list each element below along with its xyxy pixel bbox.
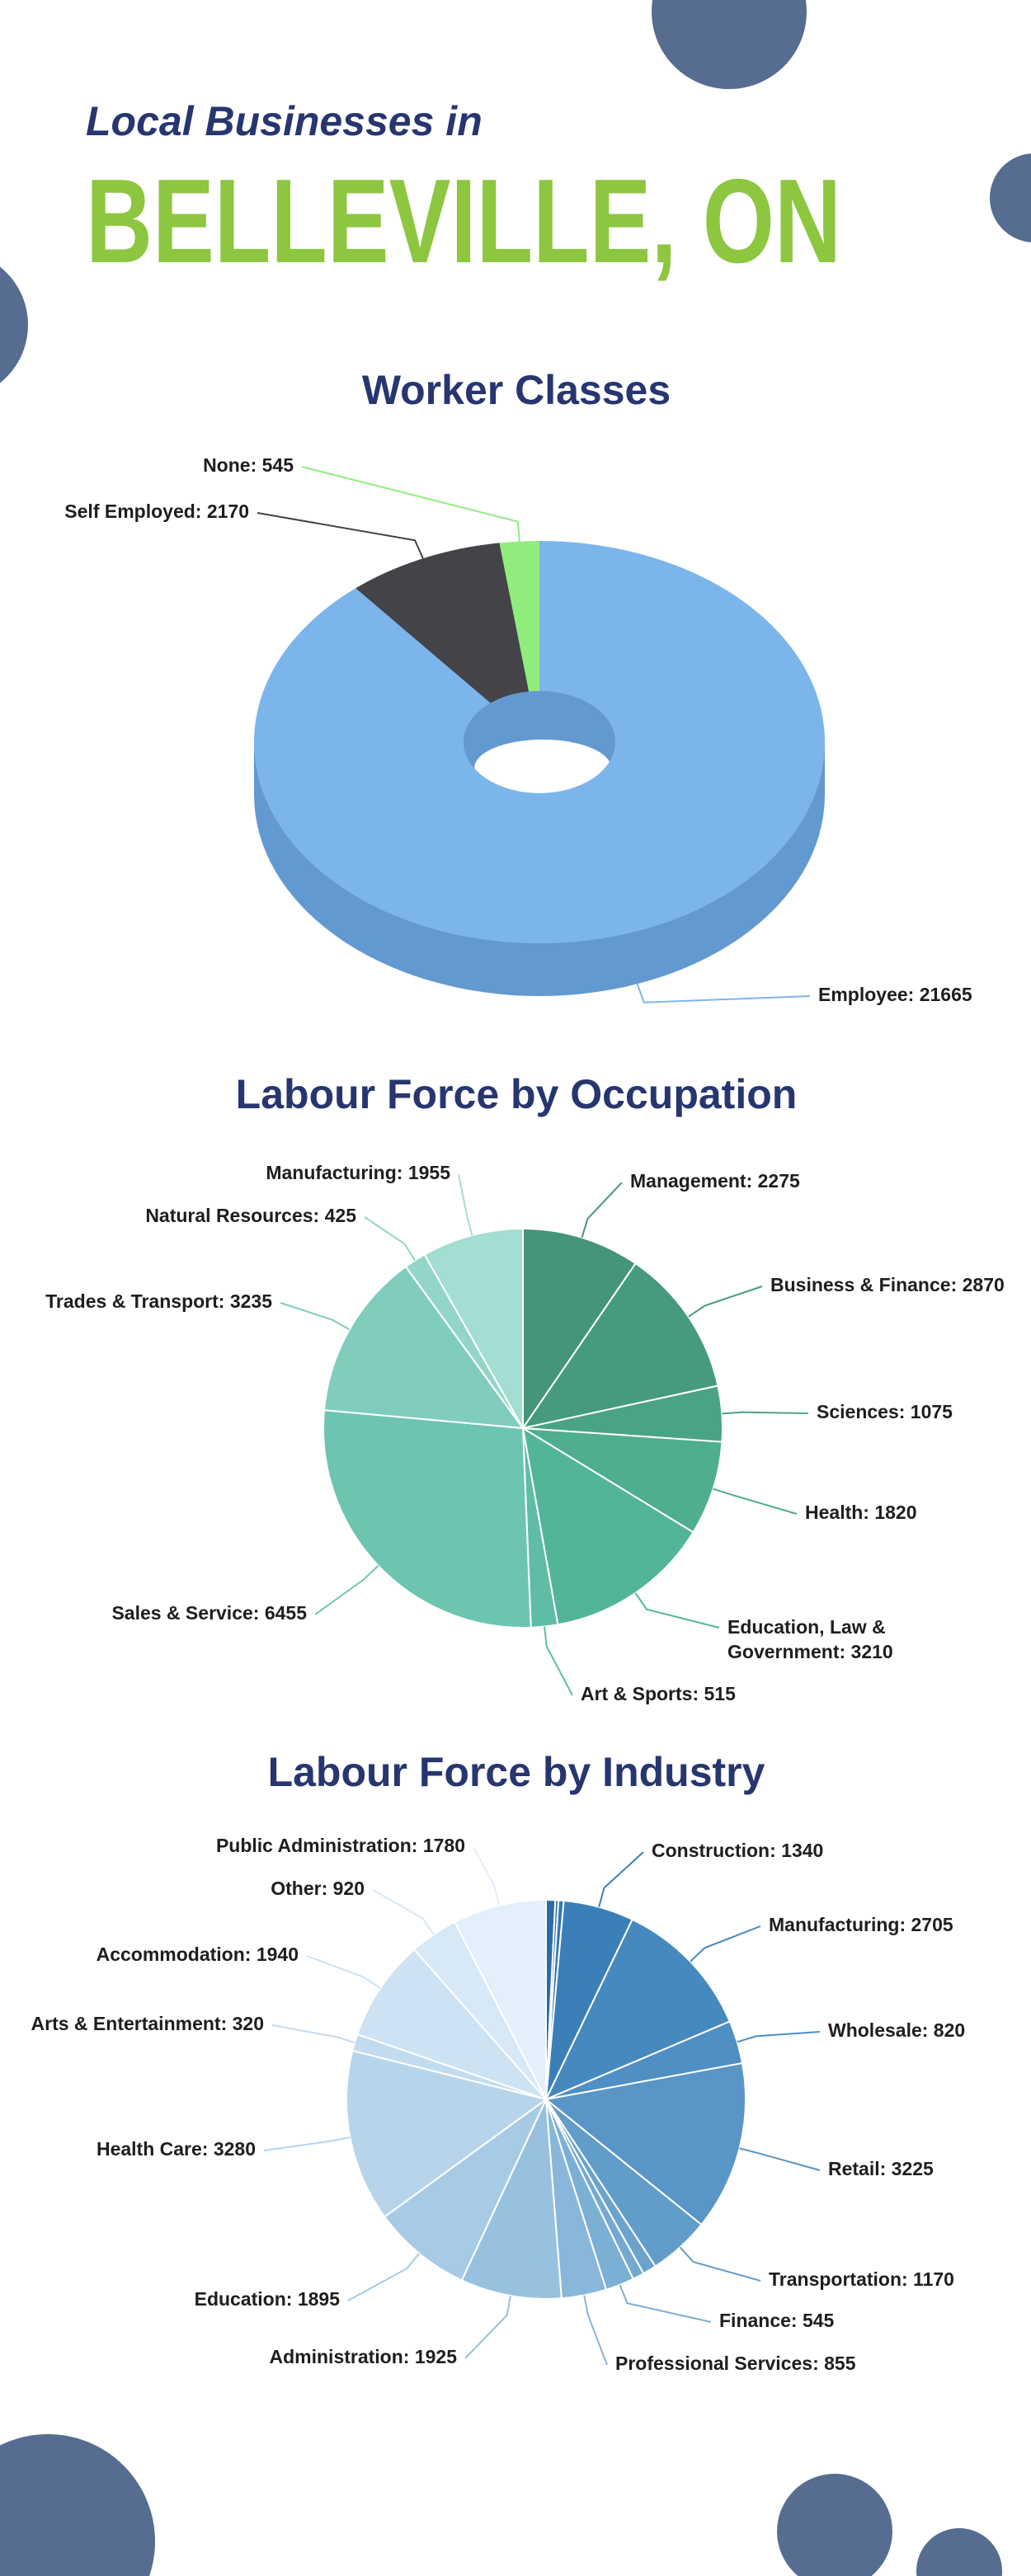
deco-circle [916, 2528, 1002, 2576]
title: BELLEVILLE, ON [86, 154, 841, 288]
pie-slice [522, 1427, 723, 1534]
deco-circle [0, 2434, 155, 2576]
leader-line [314, 1565, 379, 1615]
chart: Labour Force by Industry Construction: 13… [31, 1749, 966, 2374]
subtitle: Local Businesses in [86, 98, 483, 144]
leader-line [458, 1173, 473, 1236]
slice-label: Construction: 1340 [652, 1840, 823, 1861]
slice-label: Retail: 3225 [828, 2158, 934, 2179]
leader-line [690, 1925, 761, 1963]
slice-label: Manufacturing: 1955 [266, 1162, 450, 1183]
slice-label: Arts & Entertainment: 320 [31, 2013, 264, 2034]
pie-slice [521, 1426, 694, 1626]
leader-line [263, 2136, 351, 2151]
pie-slice [520, 1262, 719, 1430]
leader-line [636, 983, 811, 1004]
pie-slice [453, 1898, 547, 2100]
slice-label: Manufacturing: 2705 [769, 1914, 953, 1935]
donut-slice [254, 541, 825, 943]
leader-line [347, 2253, 420, 2301]
leader-line [581, 1182, 623, 1239]
donut-slice [355, 543, 530, 703]
leader-line [713, 1488, 798, 1515]
slice-label: Education: 1895 [195, 2288, 341, 2310]
pie-slice [460, 2096, 563, 2300]
leader-line [306, 1955, 381, 1989]
pie-slice [322, 1409, 532, 1629]
slice-label: Health: 1820 [805, 1502, 917, 1523]
slice-label: Sciences: 1075 [817, 1401, 953, 1422]
slice-label: Administration: 1925 [270, 2346, 458, 2367]
slice-label: Health Care: 3280 [97, 2138, 256, 2160]
leader-line [739, 2147, 821, 2171]
leader-line [257, 512, 424, 559]
leader-line [722, 1411, 809, 1415]
leader-line [619, 2284, 712, 2323]
slice-label: None: 545 [203, 454, 294, 476]
pie-slice [322, 1265, 525, 1430]
leader-line [544, 1626, 573, 1696]
slice-label: Transportation: 1170 [769, 2268, 954, 2290]
deco-circle [652, 0, 807, 89]
slice-label: Finance: 545 [719, 2310, 835, 2331]
slice-label: Self Employed: 2170 [64, 501, 249, 522]
leader-line [737, 2031, 821, 2043]
deco-circle [777, 2474, 892, 2576]
slice-label: Business & Finance: 2870 [770, 1274, 1005, 1295]
deco-circle [0, 266, 28, 383]
deco-circle [990, 153, 1031, 242]
slice-label: Public Administration: 1780 [216, 1835, 465, 1856]
leader-line [583, 2295, 608, 2366]
leader-line [364, 1216, 416, 1261]
slice-label: Sales & Service: 6455 [111, 1602, 307, 1624]
slice-label: Professional Services: 855 [615, 2353, 856, 2374]
slice-label: Education, Law & Government: 3210 [727, 1616, 893, 1662]
chart-title: Labour Force by Occupation [236, 1071, 798, 1117]
chart: Labour Force by Occupation Management: 22… [45, 1071, 1005, 1704]
pie-slice [346, 2049, 548, 2218]
slice-label: Accommodation: 1940 [97, 1944, 299, 1965]
slice-label: Employee: 21665 [818, 984, 972, 1005]
slice-label: Management: 2275 [630, 1170, 800, 1192]
slice-label: Natural Resources: 425 [145, 1205, 356, 1226]
pie-slice [544, 1918, 732, 2101]
pie-slice [544, 2061, 746, 2226]
donut-hole [474, 739, 611, 793]
leader-line [301, 466, 520, 542]
leader-line [679, 2246, 761, 2282]
chart: Worker Classes Employee: 21665 Self Employ… [64, 367, 972, 1005]
chart-title: Labour Force by Industry [268, 1749, 765, 1795]
leader-line [473, 1846, 501, 1906]
slice-label-box: Education, Law & Government: 3210 [727, 1616, 893, 1662]
slice-label: Trades & Transport: 3235 [45, 1290, 272, 1312]
donut-slice [499, 541, 539, 692]
slice-label: Art & Sports: 515 [581, 1683, 736, 1704]
leader-line [598, 1851, 644, 1907]
leader-line [280, 1302, 351, 1331]
leader-line [688, 1286, 763, 1318]
leader-line [464, 2295, 511, 2359]
leader-line [271, 2024, 355, 2043]
slice-label: Wholesale: 820 [828, 2019, 965, 2041]
leader-line [372, 1889, 435, 1935]
slice-label: Other: 920 [271, 1878, 365, 1899]
leader-line [634, 1592, 720, 1629]
chart-title: Worker Classes [362, 367, 671, 413]
